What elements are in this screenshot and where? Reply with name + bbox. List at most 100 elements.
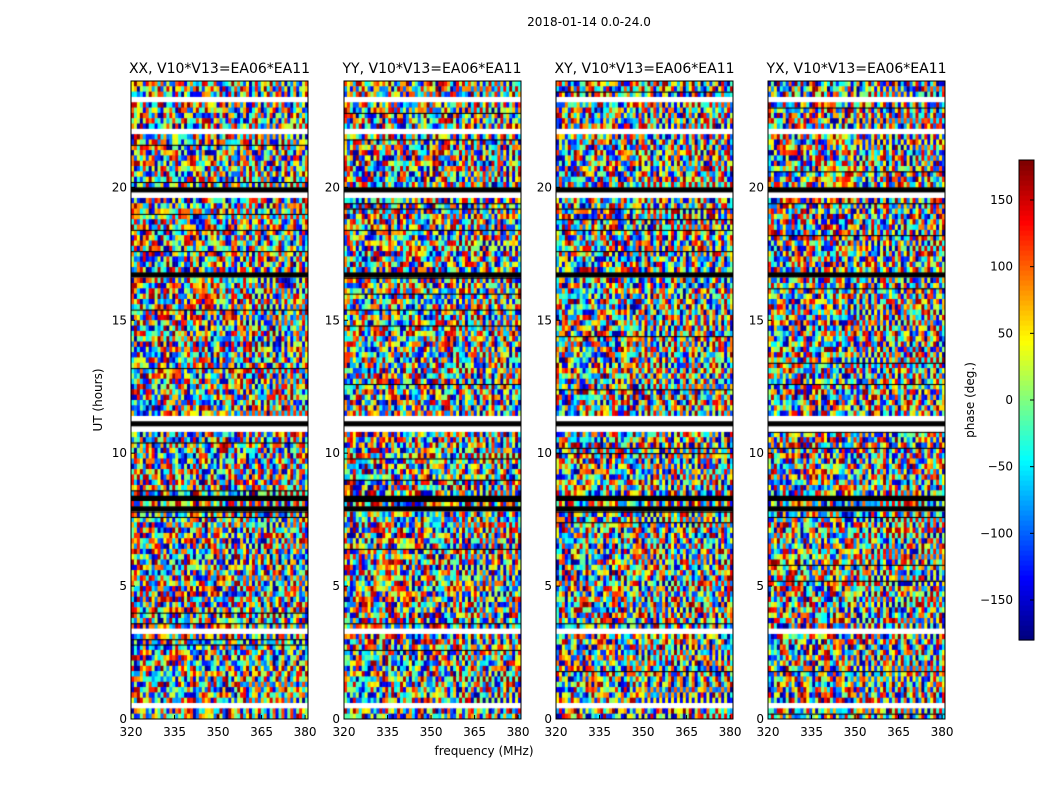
colorbar-swatch (1019, 600, 1034, 606)
colorbar-swatch (1019, 235, 1034, 241)
colorbar-swatch (1019, 510, 1034, 516)
x-tick-label: 320 (545, 725, 568, 739)
colorbar-swatch (1019, 225, 1034, 231)
colorbar-swatch (1019, 230, 1034, 236)
colorbar-swatch (1019, 265, 1034, 271)
y-tick-label: 10 (112, 446, 127, 460)
y-tick-label: 5 (119, 579, 127, 593)
colorbar-swatch (1019, 295, 1034, 301)
heatmap (131, 81, 308, 719)
colorbar-swatch (1019, 595, 1034, 601)
colorbar-swatch (1019, 620, 1034, 626)
colorbar-swatch (1019, 615, 1034, 621)
y-tick-label: 5 (756, 579, 764, 593)
figure-suptitle: 2018-01-14 0.0-24.0 (527, 15, 651, 29)
y-tick-label: 20 (537, 180, 552, 194)
colorbar-swatch (1019, 430, 1034, 436)
x-axis-label: frequency (MHz) (434, 744, 533, 758)
colorbar-swatch (1019, 450, 1034, 456)
colorbar-swatch (1019, 405, 1034, 411)
colorbar-swatch (1019, 490, 1034, 496)
colorbar-swatch (1019, 205, 1034, 211)
x-tick-label: 335 (588, 725, 611, 739)
colorbar-swatch (1019, 325, 1034, 331)
axes-frame (343, 80, 522, 720)
colorbar-swatch (1019, 570, 1034, 576)
colorbar-swatch (1019, 310, 1034, 316)
colorbar-swatch (1019, 385, 1034, 391)
panel-title: YY, V10*V13=EA06*EA11 (342, 61, 522, 77)
colorbar-swatch (1019, 200, 1034, 206)
x-tick-label: 350 (844, 725, 867, 739)
y-axis-label: UT (hours) (91, 368, 105, 431)
colorbar-swatch (1019, 260, 1034, 266)
colorbar-swatch (1019, 590, 1034, 596)
x-tick-label: 380 (931, 725, 954, 739)
x-tick-label: 335 (376, 725, 399, 739)
colorbar-swatch (1019, 195, 1034, 201)
colorbar-swatch (1019, 175, 1034, 181)
panel-xy: XY, V10*V13=EA06*EA11 320 335 350 365 380 0 5 1… (537, 61, 742, 739)
colorbar-swatch (1019, 370, 1034, 376)
colorbar-swatch (1019, 635, 1034, 641)
panel-title: YX, V10*V13=EA06*EA11 (765, 61, 946, 77)
colorbar-swatch (1019, 395, 1034, 401)
colorbar-swatch (1019, 355, 1034, 361)
colorbar-swatch (1019, 540, 1034, 546)
y-tick-label: 10 (749, 446, 764, 460)
colorbar-swatch (1019, 300, 1034, 306)
panel-title: XY, V10*V13=EA06*EA11 (554, 61, 734, 77)
y-tick-label: 0 (544, 712, 552, 726)
panel-yx: YX, V10*V13=EA06*EA11 320 335 350 365 380 0 5 1… (749, 61, 954, 739)
colorbar-swatch (1019, 435, 1034, 441)
colorbar-swatch (1019, 560, 1034, 566)
colorbar-swatch (1019, 585, 1034, 591)
colorbar-swatch (1019, 500, 1034, 506)
panel-xx: XX, V10*V13=EA06*EA11 320 335 350 365 380 0 5 1… (112, 61, 317, 739)
y-tick-label: 15 (112, 313, 127, 327)
colorbar-swatch (1019, 630, 1034, 636)
colorbar-swatch (1019, 535, 1034, 541)
colorbar-label: phase (deg.) (963, 362, 977, 438)
colorbar-tick-label: 0 (1005, 393, 1013, 407)
colorbar-swatch (1019, 365, 1034, 371)
colorbar-swatch (1019, 185, 1034, 191)
colorbar-swatch (1019, 530, 1034, 536)
colorbar-tick-label: 50 (998, 326, 1013, 340)
colorbar-swatch (1019, 305, 1034, 311)
colorbar-swatch (1019, 425, 1034, 431)
colorbar-swatch (1019, 610, 1034, 616)
colorbar-swatch (1019, 255, 1034, 261)
colorbar-swatch (1019, 470, 1034, 476)
colorbar-swatch (1019, 335, 1034, 341)
colorbar-swatch (1019, 550, 1034, 556)
colorbar-swatch (1019, 565, 1034, 571)
colorbar-swatch (1019, 350, 1034, 356)
colorbar-tick-label: −50 (988, 460, 1013, 474)
colorbar-swatch (1019, 580, 1034, 586)
colorbar-swatch (1019, 220, 1034, 226)
x-tick-label: 365 (887, 725, 910, 739)
colorbar-swatch (1019, 545, 1034, 551)
colorbar-swatch (1019, 280, 1034, 286)
colorbar-swatch (1019, 505, 1034, 511)
panel-yy: YY, V10*V13=EA06*EA11 320 335 350 365 380 0 5 1… (325, 61, 530, 739)
colorbar-swatch (1019, 410, 1034, 416)
colorbar-swatch (1019, 285, 1034, 291)
colorbar-swatch (1019, 520, 1034, 526)
colorbar-swatch (1019, 485, 1034, 491)
x-tick-label: 380 (294, 725, 317, 739)
colorbar-swatch (1019, 415, 1034, 421)
y-tick-label: 0 (756, 712, 764, 726)
y-tick-label: 0 (119, 712, 127, 726)
colorbar-swatch (1019, 360, 1034, 366)
y-tick-label: 15 (749, 313, 764, 327)
y-tick-label: 20 (749, 180, 764, 194)
heatmap (768, 81, 945, 719)
y-tick-label: 10 (325, 446, 340, 460)
panel-title: XX, V10*V13=EA06*EA11 (129, 61, 310, 77)
axes-frame (555, 80, 734, 720)
colorbar-swatch (1019, 165, 1034, 171)
colorbar-tick-label: −150 (980, 593, 1013, 607)
y-tick-label: 15 (325, 313, 340, 327)
